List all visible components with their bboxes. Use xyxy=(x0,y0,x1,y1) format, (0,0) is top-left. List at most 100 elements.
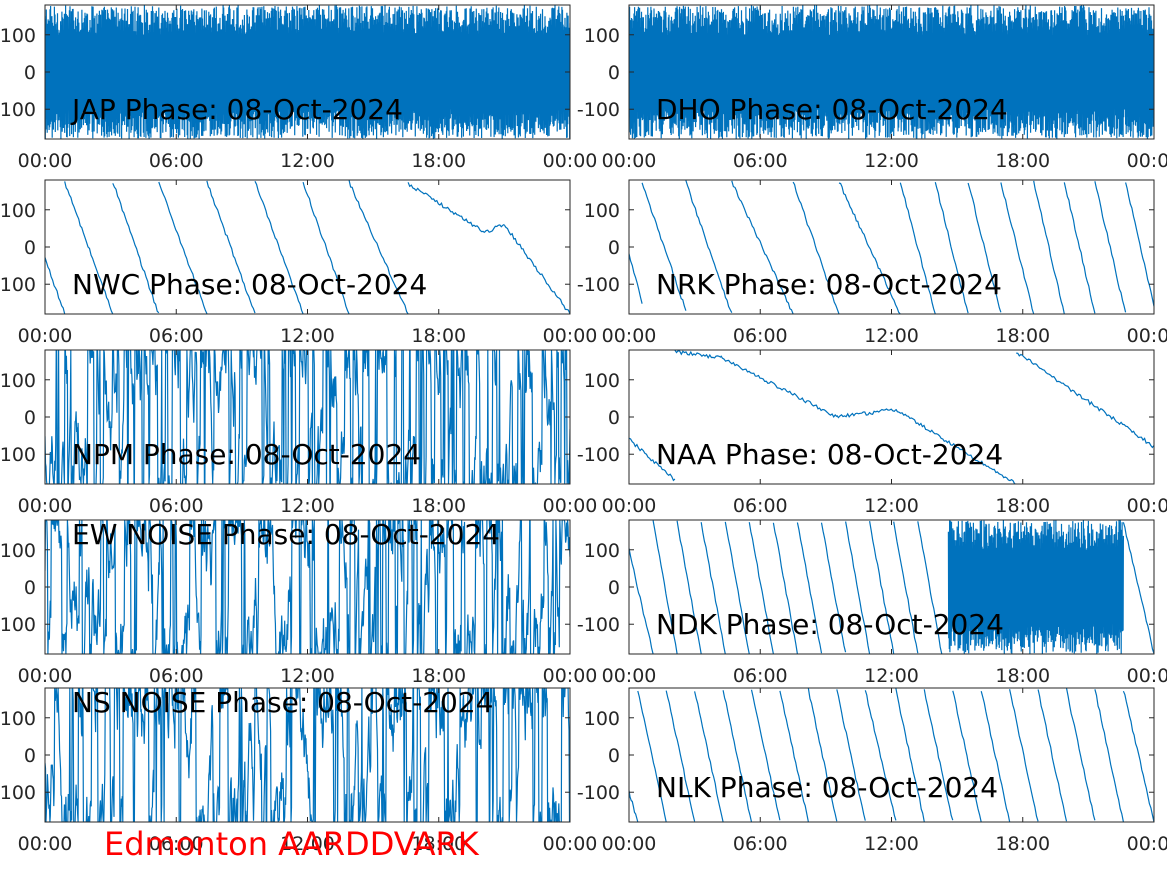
x-tick-label: 18:00 xyxy=(995,665,1050,687)
panel-title: NPM Phase: 08-Oct-2024 xyxy=(72,438,421,471)
y-tick-label: -100 xyxy=(577,99,620,121)
x-tick-label: 18:00 xyxy=(995,325,1050,347)
y-tick-label: -100 xyxy=(0,99,36,121)
x-tick-label: 18:00 xyxy=(411,833,466,855)
panel-title: NRK Phase: 08-Oct-2024 xyxy=(656,268,1002,301)
chart-panel: 100 0 -100 00:00 06:00 12:00 18:00 00:00 EW NOIS… xyxy=(0,518,597,687)
y-tick-label: 0 xyxy=(608,745,620,767)
x-tick-label: 18:00 xyxy=(995,833,1050,855)
y-tick-label: -100 xyxy=(577,782,620,804)
x-tick-label: 00:00 xyxy=(602,833,657,855)
x-tick-label: 12:00 xyxy=(864,325,919,347)
chart-panel: 100 0 -100 00:00 06:00 12:00 18:00 00:00 NAA Pha… xyxy=(577,349,1167,517)
x-tick-label: 00:00 xyxy=(1127,833,1167,855)
x-tick-label: 00:00 xyxy=(1127,665,1167,687)
x-tick-label: 00:00 xyxy=(543,665,598,687)
phase-series-line xyxy=(45,180,570,314)
station-label: Edmonton AARDDVARK xyxy=(104,825,479,863)
x-tick-label: 12:00 xyxy=(864,150,919,172)
y-tick-label: 0 xyxy=(24,62,36,84)
y-tick-label: 100 xyxy=(0,200,36,222)
y-tick-label: 0 xyxy=(24,407,36,429)
x-tick-label: 00:00 xyxy=(602,665,657,687)
y-tick-label: 100 xyxy=(584,200,620,222)
y-tick-label: 0 xyxy=(608,62,620,84)
y-tick-label: -100 xyxy=(577,444,620,466)
x-tick-label: 00:00 xyxy=(543,325,598,347)
y-tick-label: 100 xyxy=(584,370,620,392)
y-tick-label: 0 xyxy=(608,407,620,429)
panel-title: NDK Phase: 08-Oct-2024 xyxy=(656,608,1004,641)
y-tick-label: 100 xyxy=(0,540,36,562)
x-tick-label: 12:00 xyxy=(864,495,919,517)
x-tick-label: 18:00 xyxy=(995,150,1050,172)
x-tick-label: 00:00 xyxy=(602,495,657,517)
x-tick-label: 12:00 xyxy=(280,150,335,172)
x-tick-label: 18:00 xyxy=(411,325,466,347)
phase-series-line xyxy=(629,5,1154,139)
x-tick-label: 00:00 xyxy=(543,495,598,517)
chart-panel: 100 0 -100 00:00 06:00 12:00 18:00 00:00 NRK Pha… xyxy=(577,179,1167,347)
x-tick-label: 00:00 xyxy=(543,833,598,855)
phase-series-line xyxy=(45,350,570,484)
x-tick-label: 00:00 xyxy=(18,665,73,687)
phase-series-line xyxy=(45,688,570,822)
x-tick-label: 00:00 xyxy=(602,150,657,172)
x-tick-label: 00:00 xyxy=(18,150,73,172)
x-tick-label: 18:00 xyxy=(411,150,466,172)
panel-title: EW NOISE Phase: 08-Oct-2024 xyxy=(72,518,500,551)
y-tick-label: -100 xyxy=(577,274,620,296)
x-tick-label: 00:00 xyxy=(18,833,73,855)
panel-title: JAP Phase: 08-Oct-2024 xyxy=(70,93,403,126)
x-tick-label: 12:00 xyxy=(280,665,335,687)
x-tick-label: 00:00 xyxy=(543,150,598,172)
x-tick-label: 18:00 xyxy=(411,495,466,517)
panel-title: NAA Phase: 08-Oct-2024 xyxy=(656,438,1003,471)
x-tick-label: 00:00 xyxy=(602,325,657,347)
x-tick-label: 06:00 xyxy=(149,833,204,855)
x-tick-label: 06:00 xyxy=(733,325,788,347)
y-tick-label: -100 xyxy=(0,444,36,466)
x-tick-label: 18:00 xyxy=(995,495,1050,517)
phase-series-line xyxy=(45,520,570,654)
y-tick-label: 100 xyxy=(584,540,620,562)
y-tick-label: 100 xyxy=(0,370,36,392)
x-tick-label: 00:00 xyxy=(1127,495,1167,517)
panel-title: NLK Phase: 08-Oct-2024 xyxy=(656,771,998,804)
x-tick-label: 06:00 xyxy=(733,150,788,172)
x-tick-label: 06:00 xyxy=(149,665,204,687)
x-tick-label: 12:00 xyxy=(280,833,335,855)
x-tick-label: 06:00 xyxy=(733,665,788,687)
y-tick-label: 100 xyxy=(0,25,36,47)
y-tick-label: 0 xyxy=(608,577,620,599)
y-tick-label: -100 xyxy=(0,614,36,636)
x-tick-label: 06:00 xyxy=(733,495,788,517)
chart-panel: 100 0 -100 00:00 06:00 12:00 18:00 00:00 NS NOIS… xyxy=(0,686,597,855)
phase-series-line xyxy=(629,688,1154,822)
x-tick-label: 00:00 xyxy=(18,325,73,347)
x-tick-label: 12:00 xyxy=(864,665,919,687)
chart-panel: 100 0 -100 00:00 06:00 12:00 18:00 00:00 NWC Pha… xyxy=(0,179,598,347)
y-tick-label: -100 xyxy=(0,782,36,804)
y-tick-label: 0 xyxy=(608,237,620,259)
x-tick-label: 00:00 xyxy=(1127,150,1167,172)
x-tick-label: 00:00 xyxy=(1127,325,1167,347)
y-tick-label: 100 xyxy=(584,708,620,730)
chart-panel: 100 0 -100 00:00 06:00 12:00 18:00 00:00 NLK Pha… xyxy=(577,687,1167,855)
x-tick-label: 12:00 xyxy=(280,495,335,517)
y-tick-label: 0 xyxy=(24,237,36,259)
panel-title: NS NOISE Phase: 08-Oct-2024 xyxy=(72,686,493,719)
y-tick-label: -100 xyxy=(577,614,620,636)
phase-series-line xyxy=(629,350,1154,484)
chart-panel: 100 0 -100 00:00 06:00 12:00 18:00 00:00 NPM Pha… xyxy=(0,349,598,517)
y-tick-label: 100 xyxy=(0,708,36,730)
x-tick-label: 12:00 xyxy=(864,833,919,855)
phase-series-line xyxy=(45,5,570,139)
phase-series-line xyxy=(629,180,1154,314)
x-tick-label: 06:00 xyxy=(149,495,204,517)
x-tick-label: 06:00 xyxy=(149,325,204,347)
y-tick-label: 0 xyxy=(24,745,36,767)
phase-series-line xyxy=(629,520,1154,654)
chart-panel: 100 0 -100 00:00 06:00 12:00 18:00 00:00 JAP Pha… xyxy=(0,4,598,172)
